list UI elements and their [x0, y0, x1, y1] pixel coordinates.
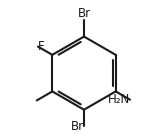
Text: F: F — [38, 40, 45, 53]
Text: H₂N: H₂N — [108, 93, 130, 106]
Text: Br: Br — [77, 7, 91, 20]
Text: Br: Br — [71, 120, 84, 133]
